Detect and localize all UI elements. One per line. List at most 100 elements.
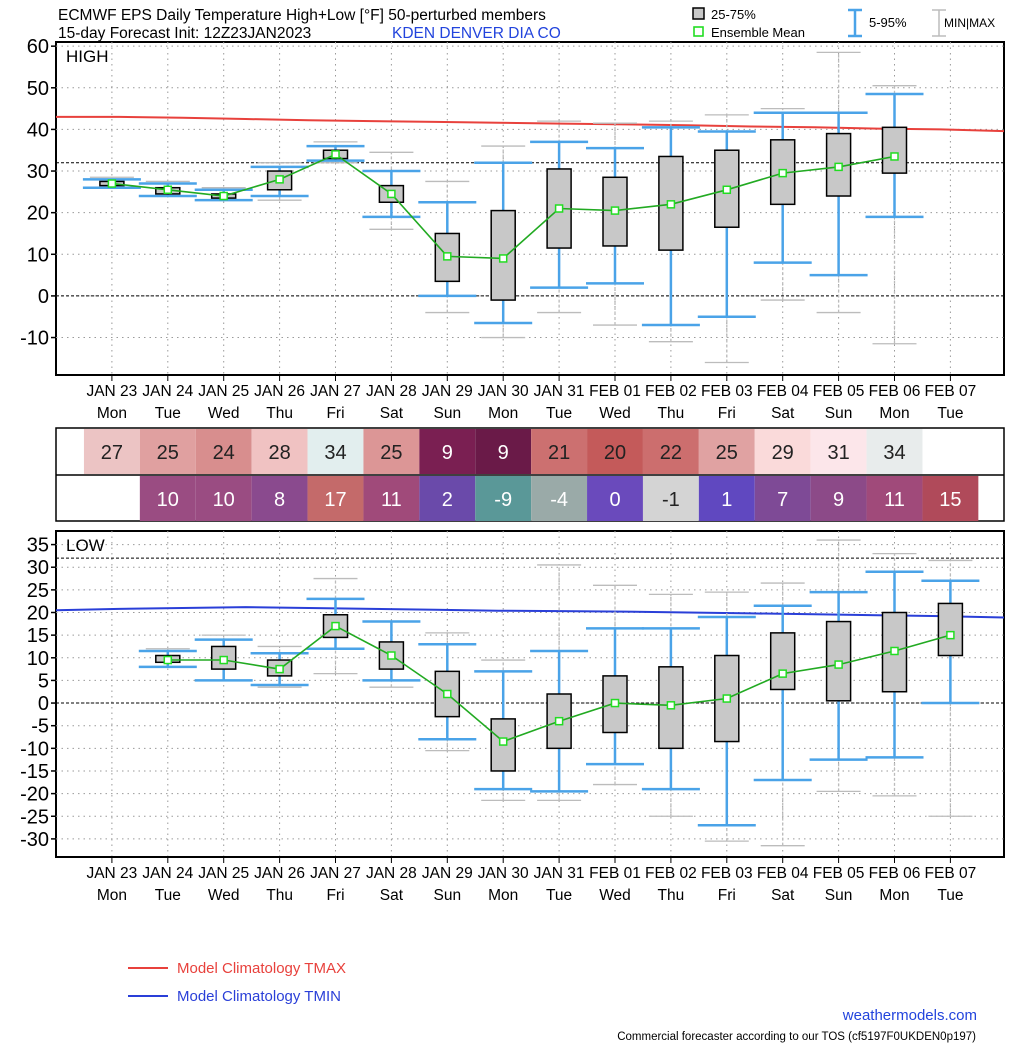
low-x-axis: JAN 23 Mon JAN 24 Tue JAN 25 Wed JAN 26 Thu JAN … [56, 856, 1004, 904]
table-cell-value: 24 [213, 442, 235, 464]
x-weekday-label: Thu [266, 887, 293, 904]
ensemble-mean-marker [778, 168, 787, 178]
y-tick-label: 40 [27, 119, 49, 141]
x-weekday-label: Sat [380, 887, 404, 904]
high-temperature-panel: -10 0 10 20 30 40 50 60 HIGH [20, 36, 1005, 376]
table-cell-value: 9 [833, 489, 844, 511]
x-weekday-label: Fri [326, 887, 344, 904]
table-cell [922, 476, 979, 521]
table-cell-value: 10 [213, 489, 235, 511]
iqr-box [937, 602, 964, 657]
table-cell-value: 11 [884, 489, 905, 511]
table-cell [475, 476, 532, 521]
ensemble-mean-marker [219, 655, 228, 665]
table-cell-value: -9 [494, 489, 512, 511]
x-weekday-label: Wed [208, 887, 240, 904]
y-tick-label: -5 [31, 716, 49, 738]
x-weekday-label: Thu [266, 405, 293, 422]
table-cell-value: 9 [498, 442, 509, 464]
ensemble-mean-marker [890, 646, 899, 656]
legend-whisker-swatch [848, 8, 862, 38]
ensemble-mean-marker [666, 701, 676, 710]
ensemble-mean-marker [275, 175, 284, 184]
x-weekday-label: Fri [326, 405, 344, 422]
table-cell-value: 20 [604, 442, 626, 464]
x-weekday-label: Tue [937, 405, 963, 422]
y-tick-label: -15 [20, 761, 49, 783]
y-tick-label: 25 [27, 580, 49, 602]
ensemble-mean-marker [387, 651, 396, 660]
x-date-label: JAN 29 [422, 865, 473, 882]
x-weekday-label: Sun [434, 405, 462, 422]
y-tick-label: 10 [27, 244, 49, 266]
table-cell [587, 429, 643, 474]
table-cell [698, 476, 755, 521]
climatology-line [55, 606, 1005, 619]
x-weekday-label: Thu [658, 405, 685, 422]
x-weekday-label: Tue [937, 887, 963, 904]
ensemble-mean-marker [331, 621, 340, 631]
ensemble-mean-marker [331, 150, 340, 159]
plot-frame [55, 530, 1005, 858]
y-tick-label: -10 [20, 328, 49, 350]
table-cell-value: 25 [157, 442, 179, 464]
x-weekday-label: Mon [97, 887, 127, 904]
ensemble-mean-marker [443, 689, 452, 699]
table-cell-value: 29 [772, 442, 794, 464]
table-cell [251, 429, 308, 474]
table-cell-value: 31 [827, 442, 849, 464]
x-date-label: JAN 28 [366, 383, 417, 400]
table-cell [866, 476, 923, 521]
iqr-box [769, 632, 796, 691]
legend-box-label: 25-75% [711, 7, 756, 22]
ensemble-mean-marker [610, 206, 620, 215]
ensemble-mean-marker [722, 185, 732, 195]
legend-box-swatch [692, 7, 705, 20]
x-weekday-label: Tue [155, 405, 181, 422]
ensemble-mean-marker [219, 191, 228, 201]
y-tick-label: -25 [20, 806, 49, 828]
x-date-label: FEB 07 [925, 865, 977, 882]
x-date-label: JAN 24 [142, 383, 193, 400]
table-cell-value: 25 [716, 442, 738, 464]
x-weekday-label: Tue [546, 405, 572, 422]
table-cell-value: 0 [609, 489, 620, 511]
ensemble-mean-marker [778, 669, 787, 678]
table-cell [866, 429, 923, 474]
ensemble-mean-marker [387, 189, 396, 199]
ensemble-mean-marker [275, 664, 284, 674]
ensemble-mean-marker [163, 655, 173, 665]
table-cell [587, 476, 643, 521]
climatology-line [56, 115, 1005, 133]
table-cell [363, 429, 420, 474]
table-cell [139, 429, 196, 474]
x-weekday-label: Wed [599, 887, 631, 904]
table-cell [139, 476, 196, 521]
table-cell-value: 34 [883, 442, 905, 464]
x-weekday-label: Mon [879, 887, 909, 904]
table-cell-value: 28 [268, 442, 290, 464]
table-cell-value: 10 [157, 489, 179, 511]
x-weekday-label: Sun [825, 887, 853, 904]
table-cell-value: 27 [101, 442, 123, 464]
x-date-label: JAN 25 [198, 865, 249, 882]
table-cell [754, 476, 811, 521]
table-cell-value: 15 [939, 489, 961, 511]
x-date-label: JAN 31 [534, 383, 585, 400]
x-weekday-label: Thu [658, 887, 685, 904]
y-tick-label: 30 [27, 161, 49, 183]
legend-mean-swatch [693, 26, 704, 37]
y-tick-label: 10 [27, 648, 49, 670]
y-tick-label: 5 [38, 670, 49, 692]
x-date-label: JAN 23 [86, 865, 137, 882]
table-cell [531, 429, 588, 474]
x-date-label: JAN 29 [422, 383, 473, 400]
x-weekday-label: Sat [380, 405, 404, 422]
ensemble-mean-marker [610, 698, 620, 708]
ensemble-mean-marker [722, 694, 732, 703]
x-date-label: FEB 06 [869, 865, 921, 882]
table-cell-value: 2 [442, 489, 453, 511]
table-cell [419, 476, 476, 521]
y-tick-label: -20 [20, 784, 49, 806]
